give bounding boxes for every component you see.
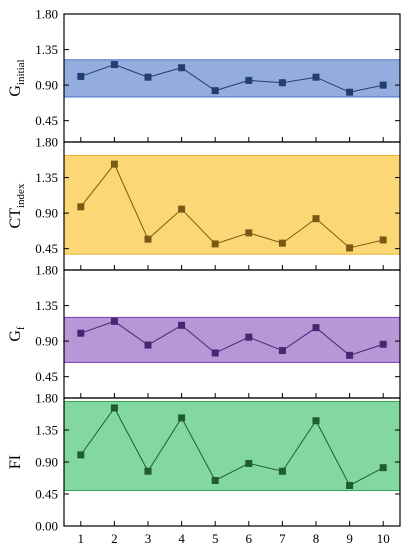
- y-tick-label: 1.80: [35, 135, 58, 150]
- data-point: [144, 73, 152, 81]
- y-axis-label-main: FI: [7, 455, 24, 469]
- panel-2: 1.80 1.35 0.90 0.45 CTindex: [7, 135, 401, 271]
- data-point: [77, 451, 85, 459]
- data-point: [144, 341, 152, 349]
- y-tick-label: 1.35: [35, 42, 58, 57]
- data-point: [110, 160, 118, 168]
- y-axis-label-subscript: initial: [15, 59, 27, 85]
- data-point: [144, 235, 152, 243]
- y-tick-label: 0.00: [35, 519, 58, 534]
- y-axis-label-main: G: [7, 85, 24, 97]
- y-axis-label-subscript: f: [15, 326, 27, 330]
- y-tick-label: 1.80: [35, 391, 58, 406]
- data-point: [379, 464, 387, 472]
- series-line: [80, 163, 384, 249]
- data-point: [312, 215, 320, 223]
- y-axis-label: FI: [7, 455, 24, 469]
- data-point: [178, 64, 186, 72]
- data-point: [312, 73, 320, 81]
- data-point: [245, 333, 253, 341]
- x-tick-label: 9: [346, 531, 353, 546]
- data-point: [178, 205, 186, 213]
- y-tick-label: 0.90: [35, 78, 58, 93]
- y-axis-label: Ginitial: [7, 59, 27, 96]
- x-tick-label: 7: [279, 531, 286, 546]
- data-point: [211, 476, 219, 484]
- data-point: [144, 467, 152, 475]
- data-point: [77, 329, 85, 337]
- data-point: [278, 239, 286, 247]
- series-line: [80, 407, 384, 487]
- range-band: [63, 59, 401, 98]
- data-point: [245, 229, 253, 237]
- y-tick-label: 0.45: [35, 113, 58, 128]
- y-tick-label: 1.35: [35, 298, 58, 313]
- x-tick-label: 8: [313, 531, 320, 546]
- data-point: [178, 321, 186, 329]
- x-tick-label: 2: [111, 531, 118, 546]
- x-tick-label: 3: [145, 531, 152, 546]
- data-point: [211, 349, 219, 357]
- data-point: [178, 414, 186, 422]
- data-point: [110, 61, 118, 69]
- series-line: [80, 320, 384, 356]
- x-tick-label: 4: [178, 531, 185, 546]
- data-point: [379, 236, 387, 244]
- y-axis-label-main: G: [7, 330, 24, 342]
- y-tick-label: 0.45: [35, 241, 58, 256]
- y-tick-label: 0.90: [35, 455, 58, 470]
- data-point: [346, 351, 354, 359]
- data-point: [211, 87, 219, 95]
- data-point: [77, 203, 85, 211]
- series-line: [80, 64, 384, 93]
- data-point: [346, 244, 354, 252]
- y-tick-label: 0.45: [35, 487, 58, 502]
- y-tick-label: 1.35: [35, 423, 58, 438]
- data-point: [211, 240, 219, 248]
- data-point: [245, 459, 253, 467]
- data-point: [379, 340, 387, 348]
- data-point: [110, 404, 118, 412]
- range-band: [63, 401, 401, 491]
- data-point: [346, 88, 354, 96]
- data-point: [77, 72, 85, 80]
- range-band: [63, 154, 401, 255]
- data-point: [312, 324, 320, 332]
- y-axis-label: Gf: [7, 326, 27, 342]
- x-tick-label: 1: [78, 531, 85, 546]
- panel-3: 1.80 1.35 0.90 0.45 Gf: [7, 263, 401, 399]
- data-point: [379, 81, 387, 89]
- y-axis-label-subscript: index: [15, 183, 27, 208]
- x-tick-label: 5: [212, 531, 219, 546]
- x-tick-label: 6: [246, 531, 253, 546]
- y-axis-label: CTindex: [7, 183, 27, 228]
- y-tick-label: 0.45: [35, 369, 58, 384]
- panel-1: 1.80 1.35 0.90 0.45 Ginitial: [7, 7, 401, 143]
- y-tick-label: 1.80: [35, 7, 58, 22]
- data-point: [278, 347, 286, 355]
- data-point: [278, 467, 286, 475]
- data-point: [278, 79, 286, 87]
- data-point: [245, 76, 253, 84]
- panel-4: 1.80 1.35 0.90 0.45 0.00 1 2 3 4 5 6 7 8 9 10 FI: [7, 391, 401, 546]
- data-point: [110, 317, 118, 325]
- y-tick-label: 1.80: [35, 263, 58, 278]
- data-point: [312, 417, 320, 425]
- y-tick-label: 1.35: [35, 170, 58, 185]
- x-tick-label: 10: [377, 531, 390, 546]
- y-tick-label: 0.90: [35, 334, 58, 349]
- y-tick-label: 0.90: [35, 206, 58, 221]
- data-point: [346, 481, 354, 489]
- y-axis-label-main: CT: [7, 208, 24, 229]
